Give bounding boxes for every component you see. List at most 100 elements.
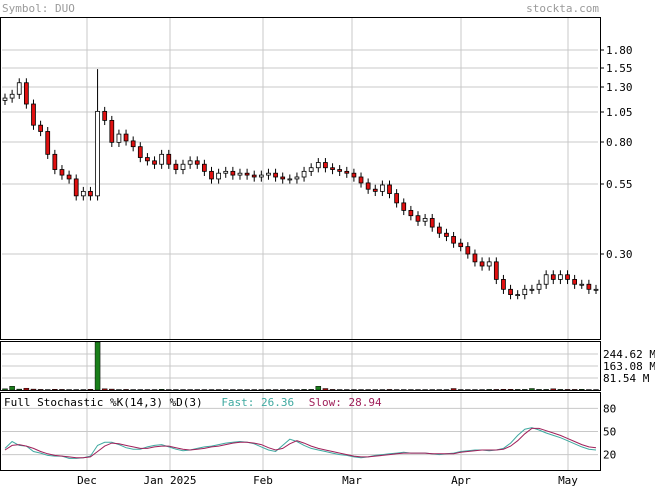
candle-body: [536, 283, 542, 290]
candle-body: [415, 215, 421, 222]
candle-body: [429, 218, 435, 228]
x-tick-label: Dec: [77, 474, 97, 486]
y-tick-label: 0.80: [606, 136, 633, 149]
candle-body: [287, 178, 293, 181]
candle-body: [486, 261, 492, 267]
volume-bar: [579, 389, 585, 391]
candle-body: [88, 190, 93, 197]
stochastic-title-row: Full Stochastic %K(14,3) %D(3) Fast: 26.…: [4, 396, 382, 409]
candle-body: [387, 184, 392, 194]
stochastic-tick-label: 80: [603, 402, 616, 415]
candle-body: [59, 169, 65, 176]
candle-body: [102, 110, 108, 121]
candle-body: [137, 146, 143, 158]
candle-body: [579, 283, 585, 286]
volume-bar: [450, 388, 457, 391]
candle-body: [593, 288, 599, 291]
candle-body: [472, 253, 478, 263]
volume-bar: [500, 389, 507, 391]
candle-body: [479, 261, 485, 267]
candle-body: [2, 97, 8, 101]
candle-body: [351, 172, 357, 178]
volume-tick-label: 244.62 M: [603, 348, 655, 361]
volume-bar: [493, 389, 500, 391]
volume-bar: [16, 388, 22, 391]
candle-body: [308, 167, 314, 172]
candle-body: [45, 131, 51, 155]
y-tick-label: 0.30: [606, 248, 633, 261]
volume-bar: [386, 389, 393, 391]
candle-body: [251, 174, 257, 178]
candle-body: [294, 176, 300, 180]
volume-tick-label: 81.54 M: [603, 372, 650, 385]
candle-body: [380, 184, 385, 192]
candle-body: [52, 153, 58, 170]
volume-bar: [486, 389, 492, 391]
candle-body: [273, 172, 278, 178]
candle-body: [280, 176, 286, 180]
candle-body: [358, 176, 364, 184]
candle-body: [187, 160, 193, 165]
candle-body: [38, 124, 43, 132]
volume-bar: [543, 389, 549, 391]
candle-body: [173, 163, 179, 170]
candle-body: [159, 153, 165, 165]
candle-body: [436, 226, 442, 234]
candle-body: [372, 188, 378, 192]
candle-body: [493, 261, 499, 280]
candle-body: [543, 274, 549, 285]
stochastic-tick-label: 50: [603, 426, 616, 439]
volume-bar: [308, 389, 314, 391]
candle-body: [501, 279, 506, 290]
slow-line: [4, 427, 597, 459]
slow-value: Slow: 28.94: [308, 396, 382, 409]
candle-body: [408, 209, 414, 217]
stochastic-tick-label: 20: [603, 449, 616, 462]
fast-value: Fast: 26.36: [221, 396, 295, 409]
candle-body: [152, 160, 157, 165]
volume-bar: [564, 389, 571, 391]
candle-body: [244, 172, 250, 176]
candle-body: [73, 178, 79, 197]
candle-body: [586, 283, 592, 290]
volume-bar: [37, 389, 44, 391]
volume-bar: [109, 388, 115, 391]
candle-body: [301, 170, 307, 178]
candle-body: [515, 294, 521, 297]
volume-bar: [101, 388, 108, 391]
volume-bar: [9, 386, 15, 391]
candle-body: [202, 163, 207, 172]
candle-body: [109, 119, 115, 143]
volume-bar: [23, 387, 30, 391]
candle-body: [66, 174, 72, 180]
candle-body: [529, 288, 535, 291]
volume-bar: [30, 388, 37, 391]
candle-body: [330, 167, 335, 170]
y-tick-label: 1.80: [606, 44, 633, 57]
candle-body: [237, 172, 243, 176]
candle-body: [216, 172, 221, 180]
x-tick-label: Mar: [342, 474, 362, 486]
stochastic-panel: [0, 392, 601, 471]
volume-bar: [87, 389, 94, 391]
x-tick-label: Apr: [451, 474, 471, 486]
candle-body: [31, 103, 36, 126]
candle-body: [16, 82, 22, 95]
candle-body: [9, 93, 15, 99]
volume-bar: [507, 389, 514, 391]
candle-body: [522, 288, 528, 296]
candle-body: [266, 172, 271, 176]
candle-body: [166, 153, 172, 165]
volume-bar: [557, 389, 564, 391]
y-tick-label: 1.05: [606, 106, 633, 119]
volume-bar: [322, 388, 329, 391]
volume-bar: [529, 388, 535, 391]
candle-body: [223, 170, 229, 174]
symbol-label: Symbol: DUO: [2, 2, 75, 15]
fast-line: [4, 427, 597, 459]
volume-panel: [0, 341, 601, 391]
candle-body: [230, 170, 236, 176]
volume-bar: [2, 388, 8, 391]
site-label: stockta.com: [526, 2, 599, 15]
